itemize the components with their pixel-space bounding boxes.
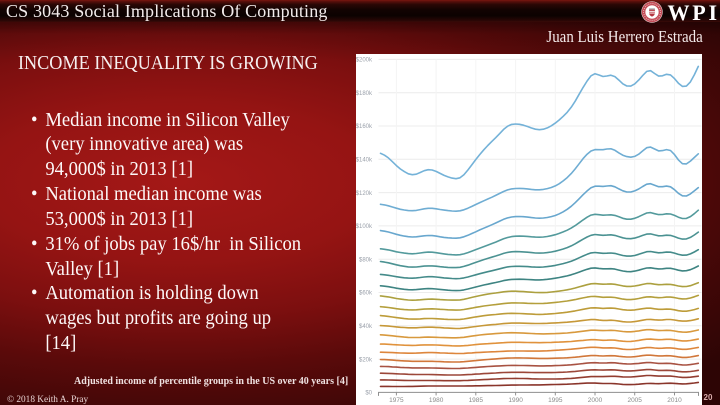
svg-text:1995: 1995 — [548, 397, 563, 404]
svg-text:$40k: $40k — [359, 324, 373, 330]
svg-text:$100k: $100k — [356, 224, 373, 230]
svg-text:1990: 1990 — [508, 397, 523, 404]
svg-text:1980: 1980 — [429, 397, 444, 404]
svg-text:$60k: $60k — [359, 291, 373, 297]
svg-text:$180k: $180k — [356, 91, 373, 97]
svg-text:1975: 1975 — [389, 397, 404, 404]
svg-text:2005: 2005 — [627, 397, 642, 404]
svg-text:$140k: $140k — [356, 158, 373, 164]
svg-text:$200k: $200k — [356, 58, 373, 64]
svg-text:$20k: $20k — [359, 357, 373, 363]
svg-text:2000: 2000 — [588, 397, 603, 404]
svg-text:$0: $0 — [365, 391, 372, 397]
svg-text:1985: 1985 — [469, 397, 484, 404]
svg-text:2010: 2010 — [667, 397, 682, 404]
svg-text:$160k: $160k — [356, 124, 373, 130]
svg-text:$80k: $80k — [359, 257, 373, 263]
svg-text:$120k: $120k — [356, 191, 373, 197]
